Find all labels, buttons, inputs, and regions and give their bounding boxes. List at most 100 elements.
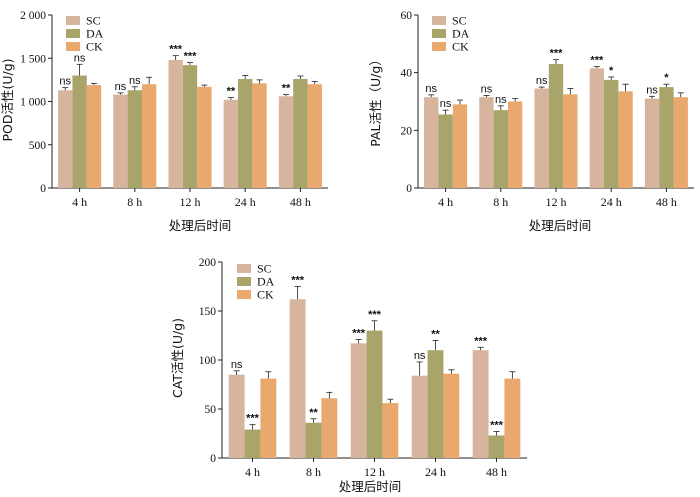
bar-ck [197,86,212,188]
y-tick-label: 0 [40,183,46,195]
y-tick-label: 150 [199,306,217,318]
significance-label: ns [425,83,437,95]
bar-ck [618,91,633,188]
legend-label: SC [86,14,101,28]
legend-swatch-ck [432,42,446,51]
legend-swatch-da [432,29,446,38]
legend-label: CK [86,40,103,54]
bar-da [548,64,564,188]
significance-label: ns [646,84,658,96]
bar-sc [228,374,245,458]
bar-sc [289,299,306,458]
significance-label: * [609,65,614,77]
bar-sc [479,97,494,188]
bar-sc [534,88,549,188]
y-tick-label: 100 [199,355,217,367]
significance-label: ns [74,52,86,64]
bar-sc [472,350,489,458]
significance-label: ns [536,75,548,87]
legend-swatch-ck [66,42,80,51]
bar-ck [86,85,102,188]
significance-label: *** [184,51,198,63]
x-tick-label: 8 h [306,465,321,479]
x-tick-label: 12 h [180,195,201,209]
x-tick-label: 48 h [486,465,507,479]
bar-ck [673,97,688,188]
x-tick-label: 48 h [290,195,311,209]
y-tick-label: 50 [205,404,217,416]
legend-swatch-sc [432,16,446,25]
legend-swatch-da [237,277,251,286]
x-tick-label: 4 h [72,195,87,209]
legend-label: DA [86,27,104,41]
x-axis-label: 处理后时间 [339,479,402,494]
bar-ck [252,83,267,188]
significance-label: *** [550,48,564,60]
y-tick-label: 60 [401,10,413,22]
bar-da [493,110,508,188]
bar-da [72,75,87,188]
legend-label: SC [452,14,467,28]
x-tick-label: 24 h [425,465,446,479]
bar-da [366,330,383,458]
y-tick-label: 2 000 [20,10,46,22]
bar-sc [350,343,367,458]
bar-sc [168,59,183,189]
y-tick-label: 500 [29,140,47,152]
significance-label: ** [282,83,291,95]
legend-swatch-sc [237,264,251,273]
bar-da [659,87,674,188]
y-tick-label: 1 500 [20,53,46,65]
bar-da [488,435,505,458]
significance-label: *** [352,327,366,339]
x-tick-label: 24 h [601,195,622,209]
bar-ck [260,378,277,458]
bar-ck [382,403,399,458]
legend-label: SC [257,262,272,276]
significance-label: ns [440,98,452,110]
significance-label: *** [169,44,183,56]
y-tick-label: 1 000 [20,97,46,109]
bar-ck [321,398,338,458]
x-tick-label: 24 h [235,195,256,209]
significance-label: ns [481,83,493,95]
significance-label: *** [590,55,604,67]
significance-label: ns [115,81,127,93]
y-tick-label: 200 [199,257,217,269]
significance-label: ** [227,86,236,98]
significance-label: ns [414,350,426,362]
legend-swatch-da [66,29,80,38]
significance-label: ns [231,359,243,371]
significance-label: *** [474,335,488,347]
bar-da [438,114,453,188]
significance-label: ** [431,328,440,340]
bar-da [305,422,322,458]
bar-ck [504,378,521,458]
bar-ck [443,373,460,458]
bar-sc [589,68,605,188]
significance-label: ns [59,76,71,88]
significance-label: *** [246,413,260,425]
legend-swatch-ck [237,290,251,299]
bar-da [244,429,261,458]
bar-sc [278,96,294,188]
bar-sc [223,99,239,188]
bar-da [182,65,198,188]
x-tick-label: 4 h [245,465,260,479]
significance-label: ns [495,94,507,106]
bar-da [427,350,444,458]
bar-da [604,79,619,188]
legend-swatch-sc [66,16,80,25]
significance-label: *** [490,420,504,432]
legend-label: DA [257,275,275,289]
y-tick-label: 0 [406,183,412,195]
y-tick-label: 0 [210,453,216,465]
bar-ck [563,94,578,188]
y-tick-label: 20 [401,125,413,137]
x-axis-label: 处理后时间 [529,218,592,233]
x-tick-label: 8 h [493,195,508,209]
